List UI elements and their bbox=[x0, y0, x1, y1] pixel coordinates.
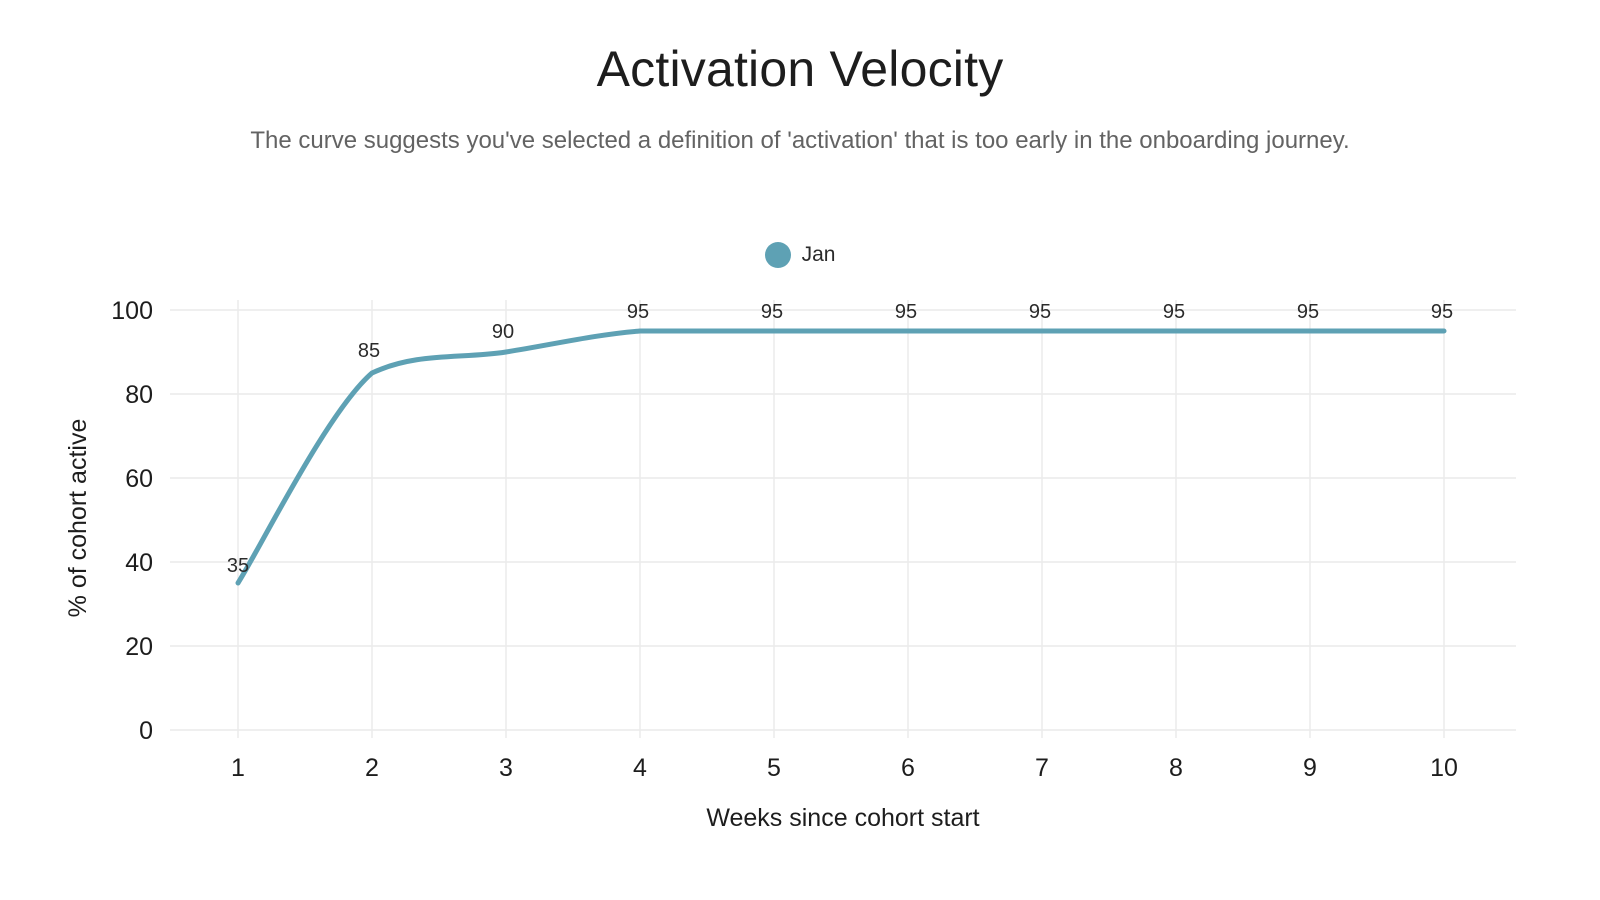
x-tick-label: 5 bbox=[767, 754, 781, 782]
y-tick-label: 80 bbox=[125, 381, 153, 409]
series-point-labels: 35 85 90 95 95 95 95 95 95 95 bbox=[227, 301, 1453, 577]
x-tick-label: 10 bbox=[1430, 754, 1458, 782]
legend-swatch-circle-icon bbox=[764, 242, 791, 268]
point-label: 35 bbox=[227, 555, 249, 577]
y-tick-label: 20 bbox=[125, 633, 153, 661]
x-tick-label: 4 bbox=[633, 754, 647, 782]
x-axis-title: Weeks since cohort start bbox=[706, 804, 979, 832]
x-tick-label: 3 bbox=[499, 754, 513, 782]
x-tick-label: 1 bbox=[231, 754, 245, 782]
chart-legend: Jan bbox=[0, 242, 1600, 268]
legend-item-label: Jan bbox=[801, 243, 836, 266]
point-label: 95 bbox=[1163, 301, 1185, 323]
series-line-jan[interactable] bbox=[235, 328, 1447, 586]
y-tick-label: 60 bbox=[125, 465, 153, 493]
y-gridlines bbox=[170, 309, 1516, 731]
x-axis-ticks: 1 2 3 4 5 6 7 8 9 10 bbox=[231, 754, 1458, 782]
point-label: 90 bbox=[492, 321, 514, 343]
y-axis-ticks: 100 80 60 40 20 0 bbox=[111, 297, 153, 745]
point-label: 95 bbox=[1431, 301, 1453, 323]
x-tick-label: 9 bbox=[1303, 754, 1317, 782]
point-label: 95 bbox=[895, 301, 917, 323]
chart-subtitle: The curve suggests you've selected a def… bbox=[250, 127, 1350, 154]
y-tick-label: 0 bbox=[139, 717, 153, 745]
x-gridlines bbox=[237, 300, 1445, 738]
x-tick-label: 2 bbox=[365, 754, 379, 782]
point-label: 95 bbox=[761, 301, 783, 323]
point-label: 95 bbox=[627, 301, 649, 323]
point-label: 95 bbox=[1029, 301, 1051, 323]
point-label: 85 bbox=[358, 340, 380, 362]
y-tick-label: 40 bbox=[125, 549, 153, 577]
point-label: 95 bbox=[1297, 301, 1319, 323]
page-title: Activation Velocity bbox=[596, 41, 1004, 97]
x-tick-label: 8 bbox=[1169, 754, 1183, 782]
y-tick-label: 100 bbox=[111, 297, 153, 325]
x-tick-label: 7 bbox=[1035, 754, 1049, 782]
legend-item-jan[interactable]: Jan bbox=[764, 242, 836, 268]
y-axis-title: % of cohort active bbox=[64, 419, 92, 618]
x-tick-label: 6 bbox=[901, 754, 915, 782]
